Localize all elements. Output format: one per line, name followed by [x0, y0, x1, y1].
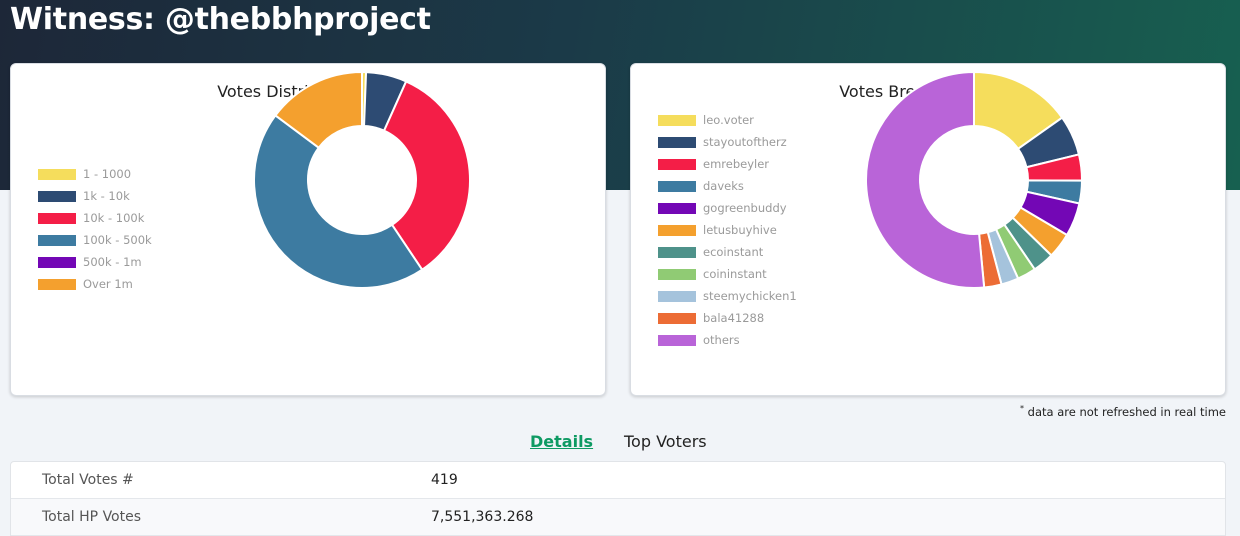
legend-swatch — [658, 114, 696, 126]
legend-label: emrebeyler — [703, 157, 770, 171]
donut-slice-100k-500k[interactable] — [254, 114, 424, 288]
legend-label: daveks — [703, 179, 744, 193]
legend-swatch — [658, 268, 696, 280]
legend-item[interactable]: others — [658, 329, 797, 351]
legend-label: ecoinstant — [703, 245, 764, 259]
legend-swatch — [658, 158, 696, 170]
votes-breakdown-legend: leo.voter stayoutoftherz emrebeyler dave… — [658, 109, 797, 351]
legend-label: stayoutoftherz — [703, 135, 787, 149]
legend-swatch — [38, 212, 76, 224]
legend-label: coininstant — [703, 267, 767, 281]
legend-swatch — [38, 278, 76, 290]
legend-swatch — [38, 256, 76, 268]
details-tabs: Details Top Voters — [0, 432, 1240, 454]
row-label: Total Votes # — [42, 472, 134, 488]
legend-label: 500k - 1m — [83, 255, 142, 269]
table-row: Total HP Votes 7,551,363.268 — [11, 499, 1225, 536]
legend-swatch — [658, 334, 696, 346]
donut-slice-over-1m[interactable] — [274, 72, 363, 150]
votes-breakdown-donut — [866, 72, 1082, 288]
legend-label: 1k - 10k — [83, 189, 130, 203]
row-label: Total HP Votes — [42, 509, 142, 525]
donut-slice-10k-100k[interactable] — [382, 80, 470, 272]
legend-label: gogreenbuddy — [703, 201, 787, 215]
legend-swatch — [38, 168, 76, 180]
legend-item[interactable]: leo.voter — [658, 109, 797, 131]
legend-swatch — [658, 180, 696, 192]
legend-label: leo.voter — [703, 113, 754, 127]
legend-item[interactable]: emrebeyler — [658, 153, 797, 175]
legend-item[interactable]: coininstant — [658, 263, 797, 285]
legend-item[interactable]: 100k - 500k — [38, 229, 152, 251]
legend-label: 10k - 100k — [83, 211, 145, 225]
page-title: Witness: @thebbhproject — [10, 2, 431, 37]
legend-item[interactable]: stayoutoftherz — [658, 131, 797, 153]
legend-label: others — [703, 333, 740, 347]
row-value: 7,551,363.268 — [431, 509, 534, 525]
legend-item[interactable]: 1 - 1000 — [38, 163, 152, 185]
footnote-mark: * — [1020, 404, 1024, 413]
legend-item[interactable]: gogreenbuddy — [658, 197, 797, 219]
legend-swatch — [658, 312, 696, 324]
donut-slice-others[interactable] — [866, 72, 986, 288]
legend-swatch — [658, 202, 696, 214]
legend-item[interactable]: 1k - 10k — [38, 185, 152, 207]
details-table: Total Votes # 419 Total HP Votes 7,551,3… — [10, 461, 1226, 536]
legend-label: letusbuyhive — [703, 223, 777, 237]
legend-item[interactable]: Over 1m — [38, 273, 152, 295]
legend-swatch — [658, 224, 696, 236]
tab-details[interactable]: Details — [530, 432, 594, 451]
legend-swatch — [38, 234, 76, 246]
tab-top-voters[interactable]: Top Voters — [624, 432, 707, 451]
legend-item[interactable]: bala41288 — [658, 307, 797, 329]
legend-label: bala41288 — [703, 311, 765, 325]
votes-distribution-donut — [254, 72, 470, 288]
legend-item[interactable]: steemychicken1 — [658, 285, 797, 307]
row-value: 419 — [431, 472, 458, 488]
legend-item[interactable]: letusbuyhive — [658, 219, 797, 241]
legend-label: 1 - 1000 — [83, 167, 132, 181]
legend-swatch — [658, 136, 696, 148]
legend-item[interactable]: 500k - 1m — [38, 251, 152, 273]
legend-swatch — [38, 190, 76, 202]
votes-distribution-legend: 1 - 1000 1k - 10k 10k - 100k 100k - 500k… — [38, 163, 152, 295]
legend-label: steemychicken1 — [703, 289, 797, 303]
footnote-text: data are not refreshed in real time — [1027, 404, 1226, 419]
legend-label: Over 1m — [83, 277, 133, 291]
realtime-footnote: * data are not refreshed in real time — [1020, 404, 1226, 419]
legend-item[interactable]: daveks — [658, 175, 797, 197]
legend-label: 100k - 500k — [83, 233, 152, 247]
table-row: Total Votes # 419 — [11, 462, 1225, 499]
legend-item[interactable]: 10k - 100k — [38, 207, 152, 229]
legend-swatch — [658, 246, 696, 258]
legend-item[interactable]: ecoinstant — [658, 241, 797, 263]
legend-swatch — [658, 290, 696, 302]
